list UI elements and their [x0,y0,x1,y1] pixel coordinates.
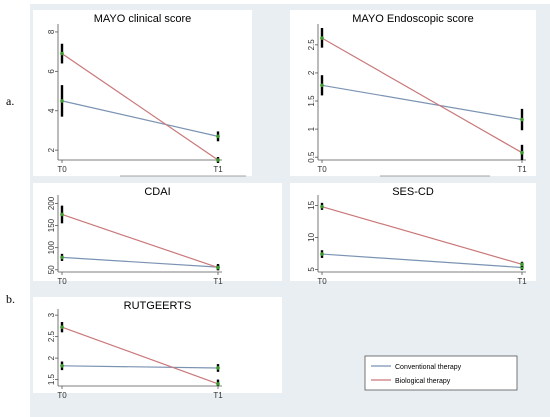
cdai-ytick-label: 100 [47,240,56,254]
ses-cd-data-point [520,262,524,267]
rutgeerts-data-point [60,325,64,329]
mayo-endoscopic-data-point [520,117,524,122]
rutgeerts-ytick-label: 2 [47,355,56,360]
mayo-clinical-ytick-label: 4 [47,108,56,113]
mayo-clinical-series-line-biological [61,53,219,161]
ses-cd-panel [290,183,536,281]
mayo-clinical-ytick-label: 6 [47,69,56,74]
mayo-clinical-title: MAYO clinical score [94,13,192,25]
mayo-clinical-data-point [216,134,220,139]
section-label-a: a. [6,94,15,108]
mayo-clinical-data-point [60,51,64,56]
rutgeerts-ytick-label: 3 [47,312,56,317]
mayo-clinical-data-point [216,158,220,162]
ses-cd-ytick-label: 10 [307,232,316,241]
mayo-endoscopic-data-point [520,150,524,155]
mayo-endoscopic-data-point [320,36,324,40]
mayo-clinical-xtick-label: T1 [213,165,223,174]
cdai-ytick-label: 50 [47,265,56,274]
cdai-data-point [216,265,220,270]
cdai-title: CDAI [144,186,170,198]
ses-cd-ytick-label: 5 [307,267,316,272]
rutgeerts-data-point [60,364,64,368]
rutgeerts-ytick-label: 2.5 [47,331,56,343]
rutgeerts-xtick-label: T0 [57,391,67,400]
cdai-series-line-biological [61,213,219,269]
rutgeerts-data-point [216,382,220,386]
cdai-ytick-label: 150 [47,218,56,232]
mayo-endoscopic-data-point [320,83,324,88]
mayo-endoscopic-ytick-label: 1.5 [307,95,316,107]
rutgeerts-panel [33,297,282,393]
cdai-panel [33,183,282,281]
ses-cd-series-line-biological [321,206,523,265]
ses-cd-ytick-label: 15 [307,200,316,209]
ses-cd-title: SES-CD [392,186,434,198]
rutgeerts-series-line-biological [61,326,219,385]
cdai-xtick-label: T0 [57,277,67,286]
mayo-clinical-panel [33,10,252,176]
mayo-endoscopic-series-line-conventional [321,84,523,121]
cdai-ytick-label: 200 [47,196,56,210]
ses-cd-xtick-label: T1 [517,277,527,286]
cdai-series-line-conventional [61,256,219,268]
mayo-endoscopic-xtick-label: T0 [317,165,327,174]
cdai-data-point [60,212,64,217]
mayo-endoscopic-ytick-label: 2 [307,70,316,75]
mayo-clinical-ytick-label: 8 [47,29,56,34]
mayo-endoscopic-title: MAYO Endoscopic score [352,13,473,25]
mayo-endoscopic-series-line-biological [321,37,523,154]
rutgeerts-title: RUTGEERTS [124,300,192,312]
section-label-b: b. [6,292,15,306]
rutgeerts-xtick-label: T1 [213,391,223,400]
mayo-endoscopic-ytick-label: 2.5 [307,39,316,51]
mayo-endoscopic-ytick-label: 1 [307,126,316,131]
ses-cd-data-point [320,204,324,209]
mayo-clinical-xtick-label: T0 [57,165,67,174]
rutgeerts-series-line-conventional [61,365,219,369]
ses-cd-series-line-conventional [321,253,523,269]
mayo-clinical-data-point [60,99,64,103]
ses-cd-data-point [320,252,324,256]
mayo-endoscopic-xtick-label: T1 [517,165,527,174]
mayo-endoscopic-ytick-label: 0.5 [307,151,316,163]
mayo-clinical-ytick-label: 2 [47,147,56,152]
mayo-endoscopic-panel [290,10,536,176]
legend-box [364,355,518,391]
ses-cd-xtick-label: T0 [317,277,327,286]
rutgeerts-data-point [216,366,220,370]
legend-label-biological: Biological therapy [395,378,451,385]
cdai-data-point [60,255,64,260]
rutgeerts-ytick-label: 1.5 [47,373,56,385]
legend-label-conventional: Conventional therapy [395,364,462,371]
mayo-clinical-series-line-conventional [61,100,219,137]
cdai-xtick-label: T1 [213,277,223,286]
